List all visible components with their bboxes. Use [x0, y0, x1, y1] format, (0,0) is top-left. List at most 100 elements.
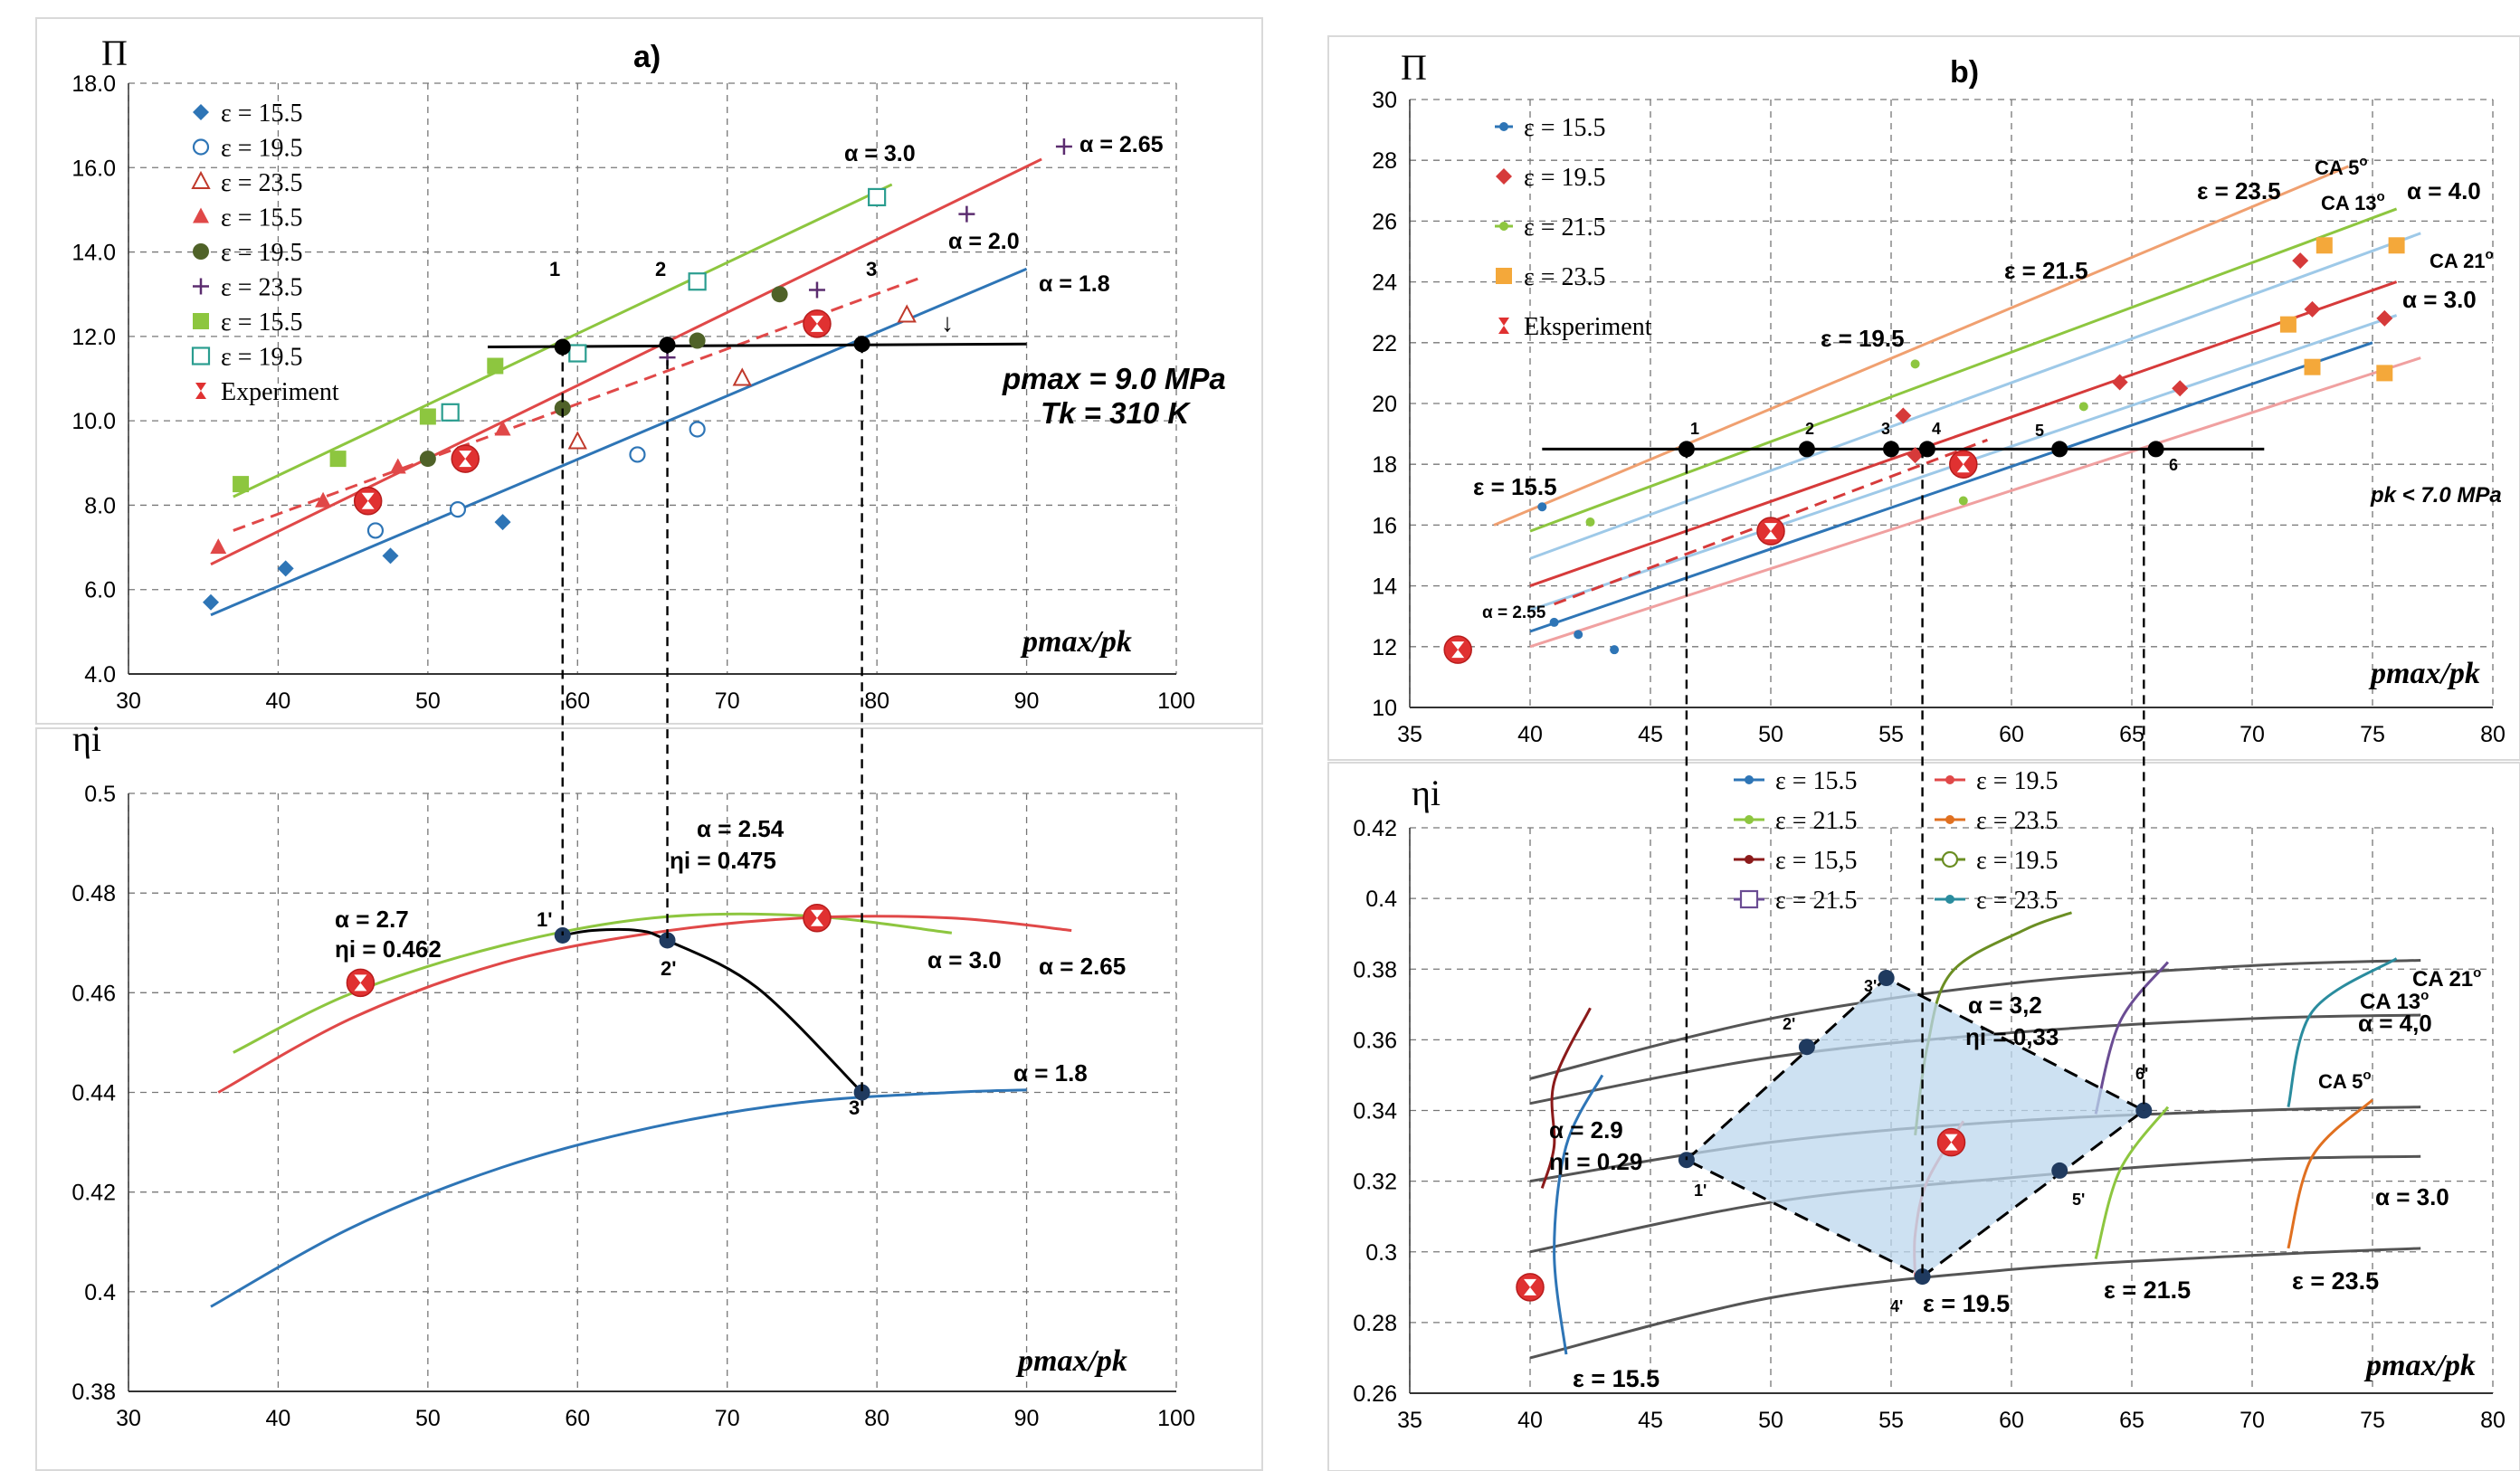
legend-item: ε = 21.5	[1734, 887, 1858, 915]
optimum-region-outline	[1684, 976, 2147, 1278]
data-point	[193, 104, 209, 120]
x-tick-label: 45	[1638, 722, 1663, 747]
data-point	[1499, 222, 1508, 231]
data-point	[193, 207, 209, 223]
legend-item: ε = 15.5	[193, 100, 303, 128]
x-tick-label: 50	[1758, 1408, 1783, 1433]
annotation: ηi = 0.462	[335, 935, 442, 963]
legend-label: ε = 21.5	[1775, 807, 1858, 835]
data-point	[1585, 517, 1595, 527]
annotation: 1	[549, 258, 560, 280]
annotation: α = 4.0	[2407, 177, 2481, 204]
b_top-annotations: pk < 7.0 MPa ε = 23.5 ε = 21.5 ε = 19.5 ε = …	[1473, 154, 2502, 622]
x-tick-label: 40	[1517, 1408, 1543, 1433]
legend-item: ε = 15.5	[1495, 114, 1606, 142]
data-point	[732, 367, 752, 386]
annotation: 1'	[1694, 1182, 1707, 1200]
legend-label: ε = 21.5	[1775, 887, 1858, 915]
x-tick-label: 80	[864, 688, 889, 714]
y-tick-label: 0.42	[1353, 816, 1397, 841]
annotation: 3	[1881, 420, 1890, 438]
y-tick-label: 0.36	[1353, 1028, 1397, 1053]
panel-frame	[35, 17, 1263, 725]
legend-label: ε = 19.5	[1976, 767, 2059, 795]
data-point	[2304, 358, 2321, 375]
data-point	[2051, 1162, 2068, 1179]
annotation: ηi = 0.475	[670, 847, 776, 874]
panel-frame	[1327, 35, 2520, 761]
x-tick-label: 100	[1157, 1406, 1195, 1431]
y-tick-label: 16.0	[71, 156, 116, 181]
data-point	[771, 286, 788, 303]
annotation: α = 3.0	[844, 141, 916, 166]
experiment-point-glyph	[1451, 641, 1465, 659]
annotation: Tk = 310 K	[1041, 396, 1191, 430]
b_top-grid: 35 40 45 50 55 60 65 70 75 8010121416182022242628…	[1372, 88, 2506, 747]
experiment-point-glyph	[1945, 1134, 1958, 1151]
b_bottom-axis-titles: ηi pmax/pk	[1412, 773, 2476, 1382]
series-line	[2287, 1098, 2374, 1249]
x-tick-label: 65	[2119, 1408, 2144, 1433]
annotation: α = 2.55	[1482, 603, 1546, 622]
legend-item: ε = 19.5	[1935, 847, 2059, 875]
legend-label: ε = 23.5	[1976, 807, 2059, 835]
y-tick-label: 8.0	[84, 493, 116, 518]
data-point	[1945, 895, 1954, 904]
annotation: ε = 15.5	[1573, 1365, 1659, 1392]
x-tick-label: 75	[2360, 1408, 2385, 1433]
data-point	[688, 272, 707, 291]
legend-label: ε = 19.5	[1524, 164, 1606, 192]
legend-label: ε = 19.5	[221, 239, 303, 267]
data-point	[191, 346, 211, 365]
legend-item: ε = 23.5	[1935, 807, 2059, 835]
data-point	[1945, 815, 1954, 824]
data-point	[868, 187, 887, 207]
series-line	[1540, 1007, 1592, 1189]
legend-item: ε = 19.5	[1935, 767, 2059, 795]
legend-swatch-experiment	[195, 383, 206, 399]
series-line	[210, 267, 1028, 617]
data-point	[554, 400, 571, 417]
data-point	[1745, 775, 1754, 784]
data-point	[329, 451, 347, 468]
data-point	[2376, 365, 2393, 382]
legend-label: Eksperiment	[1524, 313, 1652, 341]
data-point	[202, 593, 219, 611]
annotation: CA 5o	[2318, 1068, 2371, 1093]
annotation: 5	[2035, 422, 2044, 440]
experiment-point-glyph	[354, 974, 367, 992]
data-point	[2292, 252, 2309, 270]
y-axis-title: Π	[101, 33, 128, 73]
annotation: CA 5o	[2315, 154, 2367, 179]
y-tick-label: 22	[1372, 331, 1397, 356]
legend-item: ε = 15.5	[1734, 767, 1858, 795]
series-line	[233, 276, 923, 532]
legend-item: ε = 23.5	[193, 274, 303, 302]
data-point	[2388, 237, 2405, 254]
data-point	[1499, 122, 1508, 131]
experiment-point-glyph	[1764, 523, 1777, 540]
x-tick-label: 50	[415, 688, 441, 714]
legend-item: Eksperiment	[1498, 313, 1652, 341]
panel-a-connectors	[561, 344, 863, 1093]
data-point	[1895, 407, 1912, 424]
x-tick-label: 30	[116, 688, 141, 714]
y-axis-title: ηi	[72, 718, 101, 759]
data-point	[1496, 168, 1512, 185]
annotation: 2	[1805, 420, 1814, 438]
x-tick-label: 40	[266, 1406, 291, 1431]
annotation: 1	[1690, 420, 1699, 438]
x-tick-label: 90	[1014, 1406, 1040, 1431]
a_bottom-annotations: α = 2.54 ηi = 0.475 α = 2.7ηi = 0.462 α = 2…	[335, 815, 1126, 1119]
data-point	[897, 304, 917, 323]
x-tick-label: 55	[1878, 722, 1904, 747]
data-point	[192, 138, 210, 156]
data-point	[1798, 441, 1815, 458]
a_top-grid: 30 40 50 60 70 80 90 100 4.0 6.0 8.0 10.0 12.0 14.0 16…	[71, 71, 1195, 714]
x-tick-label: 50	[1758, 722, 1783, 747]
annotation: 2	[655, 258, 666, 280]
annotation: 3	[866, 258, 877, 280]
y-tick-label: 24	[1372, 270, 1397, 296]
data-point	[2172, 380, 2189, 397]
